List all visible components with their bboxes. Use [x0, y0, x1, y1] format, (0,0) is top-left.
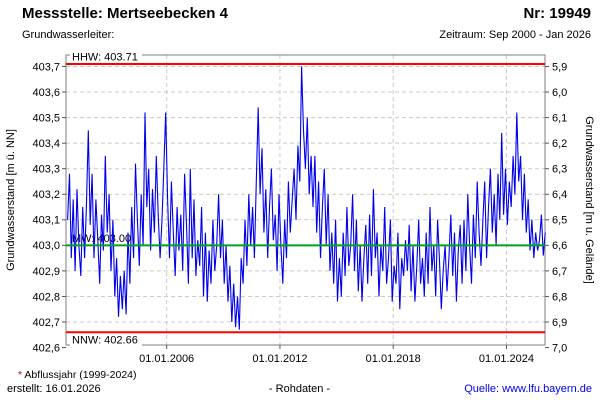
nnw-label: NNW: 402.66	[72, 335, 138, 347]
left-tick-label: 403,1	[32, 215, 60, 227]
right-tick-label: 6,7	[552, 266, 567, 278]
right-tick-label: 6,8	[552, 291, 567, 303]
right-tick-label: 6,6	[552, 240, 567, 252]
plot-border	[65, 54, 546, 346]
footnote-asterisk: *	[18, 369, 23, 381]
footnote: * Abflussjahr (1999-2024)	[18, 369, 137, 381]
station-number: Nr: 19949	[523, 5, 591, 22]
left-tick-label: 403,2	[32, 189, 60, 201]
created-date: erstellt: 16.01.2026	[7, 383, 101, 395]
left-tick-label: 403,6	[32, 87, 60, 99]
footnote-text: Abflussjahr (1999-2024)	[22, 369, 137, 381]
left-tick-label: 403,0	[32, 240, 60, 252]
left-tick-label: 403,7	[32, 61, 60, 73]
source-link[interactable]: Quelle: www.lfu.bayern.de	[464, 383, 592, 395]
hhw-label: HHW: 403.71	[72, 51, 138, 63]
left-axis-title: Grundwasserstand [m ü. NN]	[5, 129, 17, 271]
subheader-row: Grundwasserleiter: Zeitraum: Sep 2000 - …	[22, 29, 591, 42]
right-tick-label: 6,0	[552, 87, 567, 99]
nnw-label-bg	[70, 333, 142, 346]
right-tick-label: 5,9	[552, 61, 567, 73]
hhw-label-bg	[70, 50, 142, 63]
rohdaten-note: - Rohdaten -	[268, 383, 331, 395]
right-tick-label: 7,0	[552, 342, 567, 354]
data-series-line	[67, 66, 546, 330]
right-tick-label: 6,4	[552, 189, 567, 201]
left-tick-label: 403,5	[32, 112, 60, 124]
left-tick-label: 402,6	[32, 342, 60, 354]
right-tick-label: 6,9	[552, 317, 567, 329]
aquifer-label: Grundwasserleiter:	[22, 29, 115, 41]
left-tick-label: 402,7	[32, 317, 60, 329]
left-tick-label: 403,3	[32, 164, 60, 176]
left-tick-label: 402,8	[32, 291, 60, 303]
x-tick-label: 01.01.2006	[139, 353, 194, 365]
left-tick-label: 403,4	[32, 138, 60, 150]
x-tick-label: 01.01.2024	[479, 353, 534, 365]
mw-label: MW: 403.00	[72, 233, 131, 245]
left-tick-label: 402,9	[32, 266, 60, 278]
right-tick-label: 6,3	[552, 164, 567, 176]
right-axis-title: Grundwasserstand [m u. Gelände]	[583, 116, 595, 284]
right-tick-label: 6,1	[552, 112, 567, 124]
header-row: Messstelle: Mertseebecken 4 Nr: 19949	[22, 5, 591, 23]
right-tick-label: 6,2	[552, 138, 567, 150]
x-tick-label: 01.01.2018	[366, 353, 421, 365]
period-label: Zeitraum: Sep 2000 - Jan 2026	[439, 29, 591, 41]
right-tick-label: 6,5	[552, 215, 567, 227]
page-title: Messstelle: Mertseebecken 4	[22, 5, 228, 22]
x-tick-label: 01.01.2012	[252, 353, 307, 365]
